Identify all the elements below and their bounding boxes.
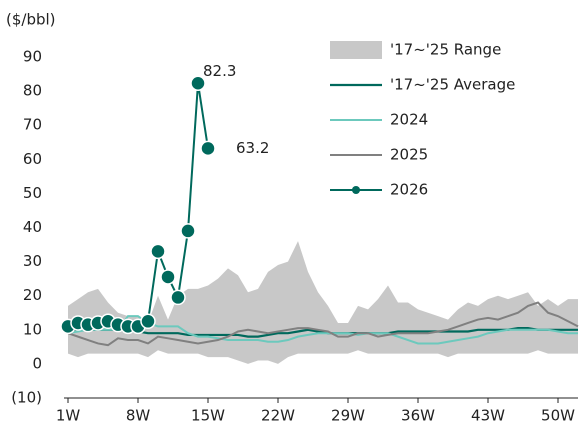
y-tick-label: (10) — [11, 389, 42, 407]
y-tick-label: 20 — [23, 286, 42, 304]
x-tick-label: 1W — [56, 407, 81, 425]
x-tick-label: 43W — [471, 407, 505, 425]
series-marker — [190, 75, 206, 92]
x-tick-label: 22W — [261, 407, 295, 425]
range-area — [68, 241, 578, 364]
x-tick-label: 15W — [191, 407, 225, 425]
series-marker — [200, 140, 216, 157]
x-tick-label: 29W — [331, 407, 365, 425]
y-tick-label: 0 — [32, 354, 42, 372]
y-tick-label: 30 — [23, 252, 42, 270]
series-marker — [140, 313, 156, 330]
x-tick-label: 50W — [541, 407, 575, 425]
legend-marker — [352, 186, 360, 194]
data-label: 82.3 — [203, 62, 236, 80]
series-marker — [170, 289, 186, 306]
y-tick-label: 50 — [23, 184, 42, 202]
legend-label: 2024 — [390, 111, 428, 129]
legend-label: '17~'25 Range — [390, 41, 501, 59]
legend-label: 2026 — [390, 181, 428, 199]
series-marker — [180, 223, 196, 239]
x-tick-label: 8W — [126, 407, 151, 425]
y-axis-label: ($/bbl) — [6, 11, 56, 29]
y-tick-label: 60 — [23, 150, 42, 168]
y-tick-label: 10 — [23, 320, 42, 338]
data-label: 63.2 — [236, 139, 269, 157]
series-marker — [160, 269, 176, 285]
legend-label: 2025 — [390, 146, 428, 164]
y-tick-label: 80 — [23, 82, 42, 100]
y-tick-label: 70 — [23, 116, 42, 134]
legend-label: '17~'25 Average — [390, 76, 515, 94]
x-tick-label: 36W — [401, 407, 435, 425]
legend-swatch — [330, 41, 382, 59]
y-tick-label: 90 — [23, 48, 42, 66]
series-marker — [150, 243, 166, 260]
series-line — [67, 301, 579, 347]
y-tick-label: 40 — [23, 218, 42, 236]
